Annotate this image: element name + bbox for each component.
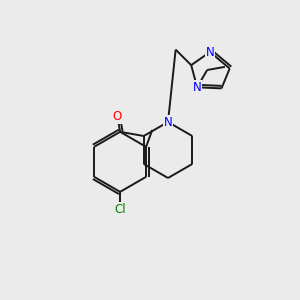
Text: N: N — [164, 116, 172, 128]
Text: O: O — [113, 110, 122, 123]
Text: Cl: Cl — [114, 203, 126, 216]
Text: N: N — [206, 46, 214, 59]
Text: N: N — [193, 81, 202, 94]
